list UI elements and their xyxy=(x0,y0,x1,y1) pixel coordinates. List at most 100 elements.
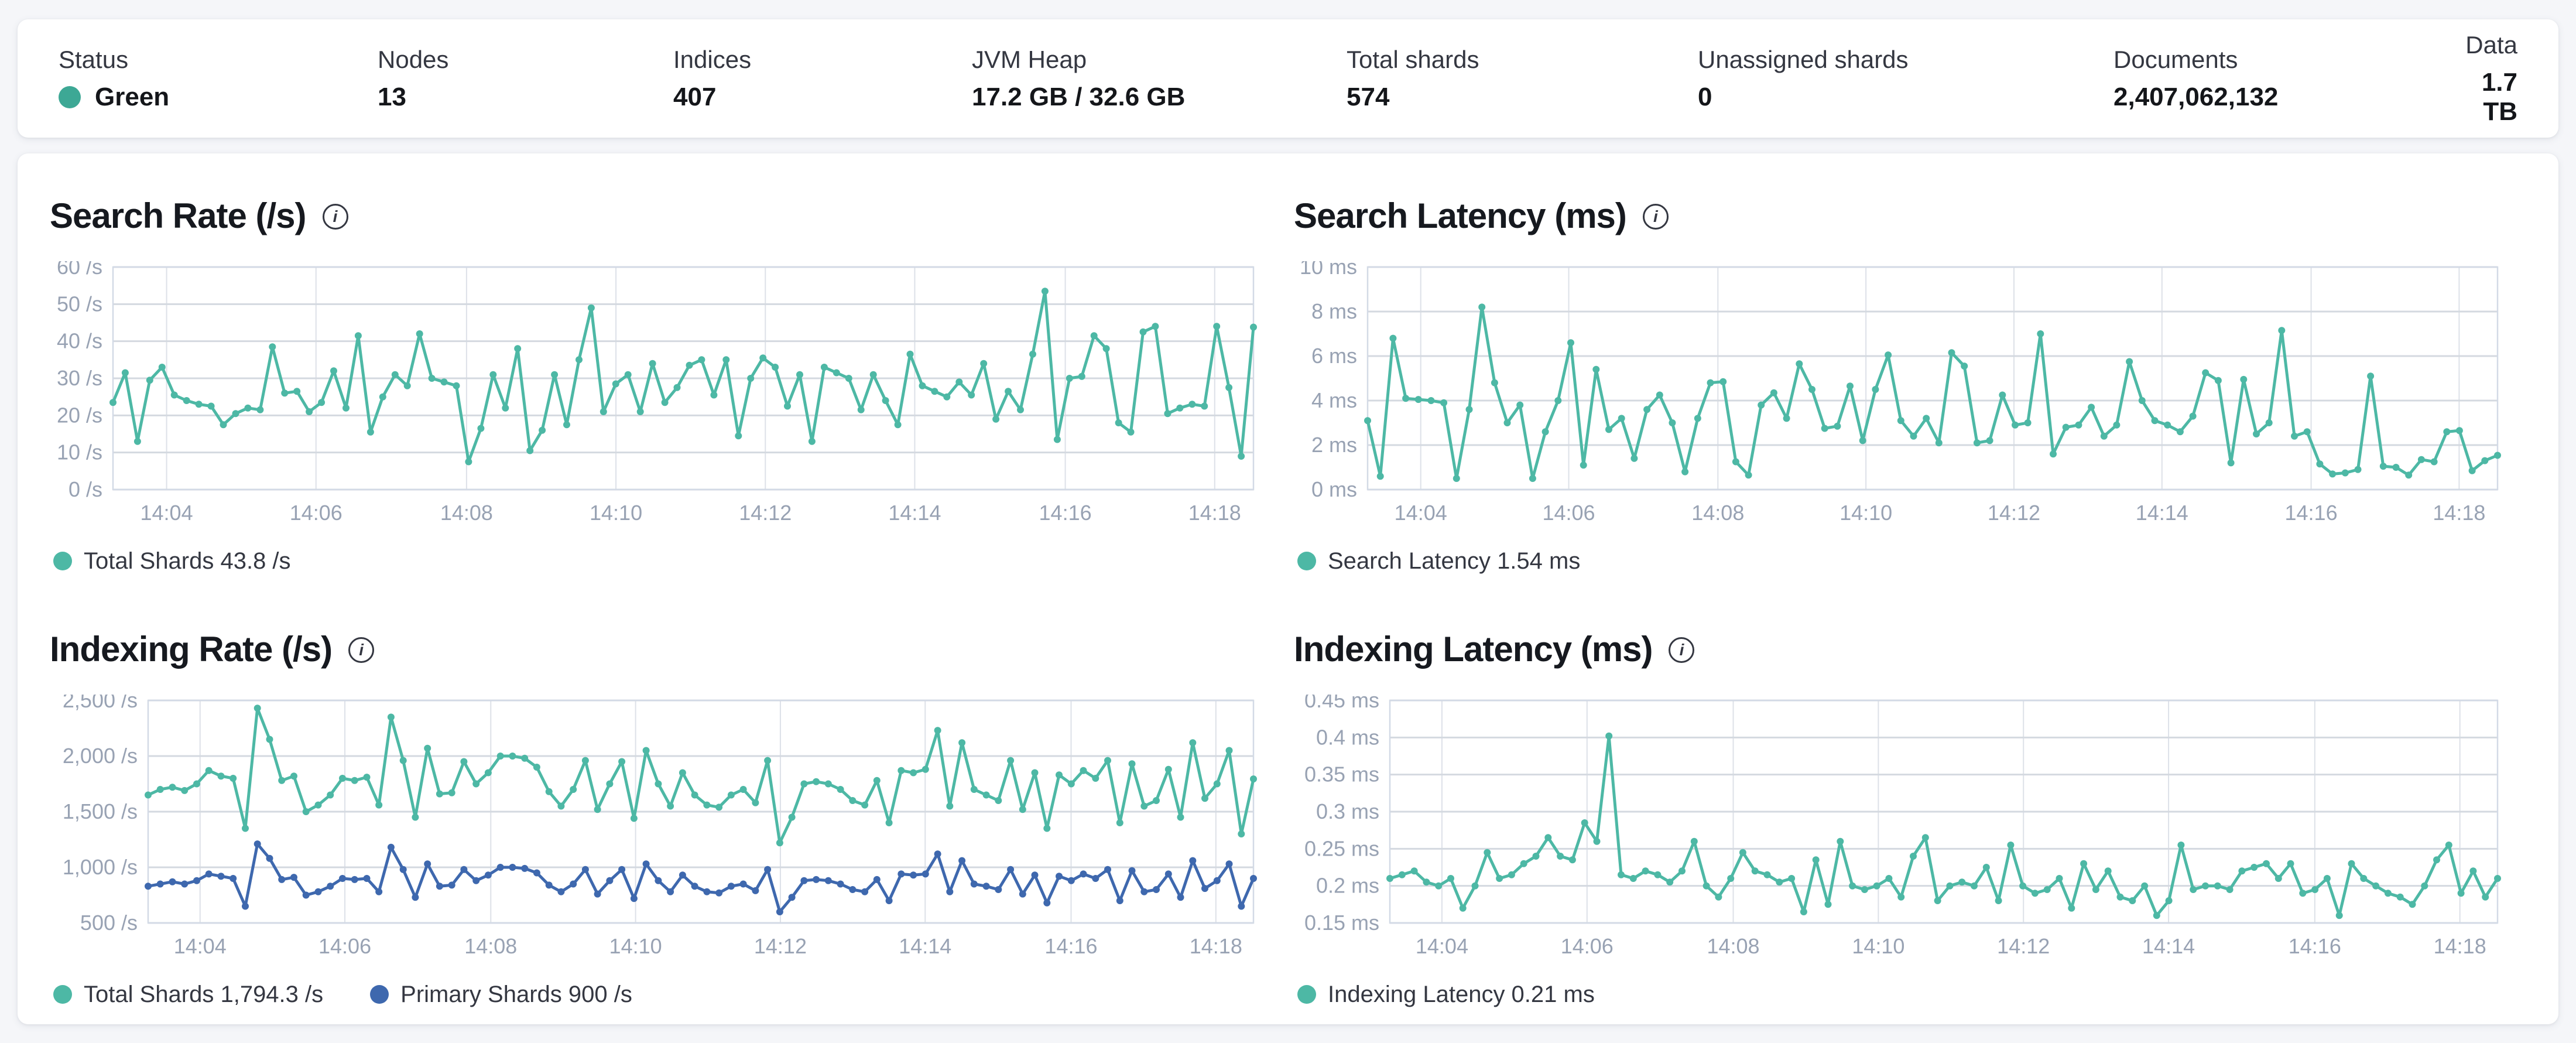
x-tick-label: 14:14 xyxy=(2142,934,2195,958)
info-icon[interactable]: i xyxy=(322,204,348,230)
x-tick-label: 14:12 xyxy=(1997,934,2050,958)
x-grid: 14:04 14:06 14:08 14:10 14:12 14:14 14:16 14:18 xyxy=(174,700,1242,958)
search-latency-line xyxy=(1366,305,2499,480)
y-tick-label: 40 /s xyxy=(57,329,102,353)
indexing-latency-line xyxy=(1388,734,2499,917)
status-item-label: Documents xyxy=(2113,45,2238,73)
search-rate-plot[interactable]: 14:04 14:06 14:08 14:10 14:12 14:14 14:16 14:18… xyxy=(50,261,1262,531)
cluster-overview-card: Search Rate (/s) i 14:04 14:06 14:08 14:10 14:… xyxy=(18,153,2558,1024)
status-item-value-text: 1.7 TB xyxy=(2481,68,2517,126)
x-grid: 14:04 14:06 14:08 14:10 14:12 14:14 14:16 14:18 xyxy=(1416,700,2486,958)
status-item-value: 407 xyxy=(673,83,972,112)
legend-item-total-shards[interactable]: Total Shards 43.8 /s xyxy=(53,548,291,574)
x-tick-label: 14:08 xyxy=(464,934,517,958)
y-tick-label: 1,000 /s xyxy=(63,855,138,879)
legend-item-search-latency[interactable]: Search Latency 1.54 ms xyxy=(1297,548,1580,574)
indexing-latency-series xyxy=(1386,732,2501,919)
y-tick-label: 0.25 ms xyxy=(1304,836,1379,860)
status-item-data: Data 1.7 TB xyxy=(2459,30,2517,126)
status-item-value-text: 17.2 GB / 32.6 GB xyxy=(972,83,1186,112)
indexing-rate-plot[interactable]: 14:04 14:06 14:08 14:10 14:12 14:14 14:16 14:18… xyxy=(50,695,1262,964)
status-item-documents: Documents 2,407,062,132 xyxy=(2113,45,2459,112)
y-tick-label: 50 /s xyxy=(57,292,102,316)
status-item-value: 0 xyxy=(1698,83,2113,112)
x-tick-label: 14:16 xyxy=(1044,934,1097,958)
indexing-rate-title: Indexing Rate (/s) xyxy=(50,629,333,669)
y-tick-label: 60 /s xyxy=(57,261,102,279)
plot-border xyxy=(147,699,1255,924)
info-icon[interactable]: i xyxy=(1642,204,1669,230)
status-item-value: 17.2 GB / 32.6 GB xyxy=(972,83,1347,112)
status-item-value-text: 13 xyxy=(378,83,406,112)
indexing-rate-chart: Indexing Rate (/s) i 14:04 14:06 14:08 14:10 1… xyxy=(50,628,1262,1010)
total-shards-legend-dot xyxy=(53,985,72,1004)
indexing-latency-title: Indexing Latency (ms) xyxy=(1294,629,1653,669)
status-item-value: 574 xyxy=(1347,83,1698,112)
x-tick-label: 14:08 xyxy=(1691,501,1744,525)
x-tick-label: 14:14 xyxy=(888,501,941,525)
indexing-latency-legend-dot xyxy=(1297,985,1316,1004)
total-shards-series xyxy=(145,705,1257,847)
y-tick-label: 0.3 ms xyxy=(1316,799,1379,823)
y-tick-label: 0.35 ms xyxy=(1304,762,1379,786)
status-item-label: Status xyxy=(59,45,129,73)
y-tick-label: 0.15 ms xyxy=(1304,911,1379,935)
indexing-latency-plot[interactable]: 14:04 14:06 14:08 14:10 14:12 14:14 14:16 14:18… xyxy=(1294,695,2506,964)
info-icon[interactable]: i xyxy=(348,637,375,663)
y-tick-label: 0.45 ms xyxy=(1304,695,1379,712)
x-tick-label: 14:06 xyxy=(1542,501,1595,525)
x-tick-label: 14:16 xyxy=(1039,501,1092,525)
primary-shards-series xyxy=(145,840,1257,915)
x-grid: 14:04 14:06 14:08 14:10 14:12 14:14 14:16 14:18 xyxy=(141,267,1241,525)
search-latency-legend-dot xyxy=(1297,552,1316,570)
x-tick-label: 14:18 xyxy=(1188,501,1241,525)
search-latency-plot[interactable]: 14:04 14:06 14:08 14:10 14:12 14:14 14:16 14:18… xyxy=(1294,261,2506,531)
status-item-jvm-heap: JVM Heap 17.2 GB / 32.6 GB xyxy=(972,45,1347,112)
status-item-label: Nodes xyxy=(378,45,449,73)
total-shards-line xyxy=(146,706,1255,844)
x-tick-label: 14:14 xyxy=(899,934,951,958)
y-tick-label: 20 /s xyxy=(57,403,102,427)
status-item-value-text: 0 xyxy=(1698,83,1712,112)
y-tick-label: 2 ms xyxy=(1311,433,1357,457)
total-shards-line xyxy=(111,289,1255,463)
plot-border xyxy=(112,266,1255,491)
x-tick-label: 14:18 xyxy=(2433,501,2485,525)
indexing-latency-chart: Indexing Latency (ms) i 14:04 14:06 14:08 14:… xyxy=(1294,628,2506,1010)
status-item-label: JVM Heap xyxy=(972,45,1087,73)
plot-border xyxy=(1389,699,2499,924)
x-tick-label: 14:06 xyxy=(318,934,371,958)
status-item-nodes: Nodes 13 xyxy=(378,45,673,112)
x-tick-label: 14:10 xyxy=(609,934,662,958)
legend-item-total-shards[interactable]: Total Shards 1,794.3 /s xyxy=(53,982,323,1008)
x-tick-label: 14:10 xyxy=(1839,501,1892,525)
y-tick-label: 0.2 ms xyxy=(1316,874,1379,898)
y-grid: 0.45 ms 0.4 ms 0.35 ms 0.3 ms 0.25 ms 0.2 ms 0… xyxy=(1304,695,2498,935)
status-item-label: Data xyxy=(2465,30,2517,59)
primary-shards-legend-dot xyxy=(370,985,389,1004)
legend-label: Total Shards 1,794.3 /s xyxy=(84,981,324,1007)
search-latency-title-row: Search Latency (ms) i xyxy=(1294,194,2506,237)
search-rate-chart: Search Rate (/s) i 14:04 14:06 14:08 14:10 14:… xyxy=(50,194,1262,576)
search-rate-title-row: Search Rate (/s) i xyxy=(50,194,1262,237)
x-tick-label: 14:04 xyxy=(174,934,227,958)
x-tick-label: 14:06 xyxy=(1561,934,1614,958)
health-status-dot xyxy=(59,86,81,109)
status-item-value: 2,407,062,132 xyxy=(2113,83,2459,112)
x-tick-label: 14:04 xyxy=(141,501,193,525)
search-rate-legend: Total Shards 43.8 /s xyxy=(53,546,1262,576)
legend-label: Indexing Latency 0.21 ms xyxy=(1328,981,1595,1007)
legend-item-primary-shards[interactable]: Primary Shards 900 /s xyxy=(370,982,632,1008)
status-item-label: Indices xyxy=(673,45,752,73)
y-tick-label: 1,500 /s xyxy=(63,799,138,823)
x-tick-label: 14:16 xyxy=(2289,934,2341,958)
indexing-rate-title-row: Indexing Rate (/s) i xyxy=(50,628,1262,670)
status-item-value-text: 2,407,062,132 xyxy=(2113,83,2279,112)
status-item-value-text: 407 xyxy=(673,83,717,112)
indexing-latency-legend: Indexing Latency 0.21 ms xyxy=(1297,979,2506,1010)
x-tick-label: 14:12 xyxy=(1988,501,2040,525)
info-icon[interactable]: i xyxy=(1669,637,1695,663)
y-tick-label: 30 /s xyxy=(57,366,102,390)
status-item-unassigned-shards: Unassigned shards 0 xyxy=(1698,45,2113,112)
legend-item-indexing-latency[interactable]: Indexing Latency 0.21 ms xyxy=(1297,982,1595,1008)
